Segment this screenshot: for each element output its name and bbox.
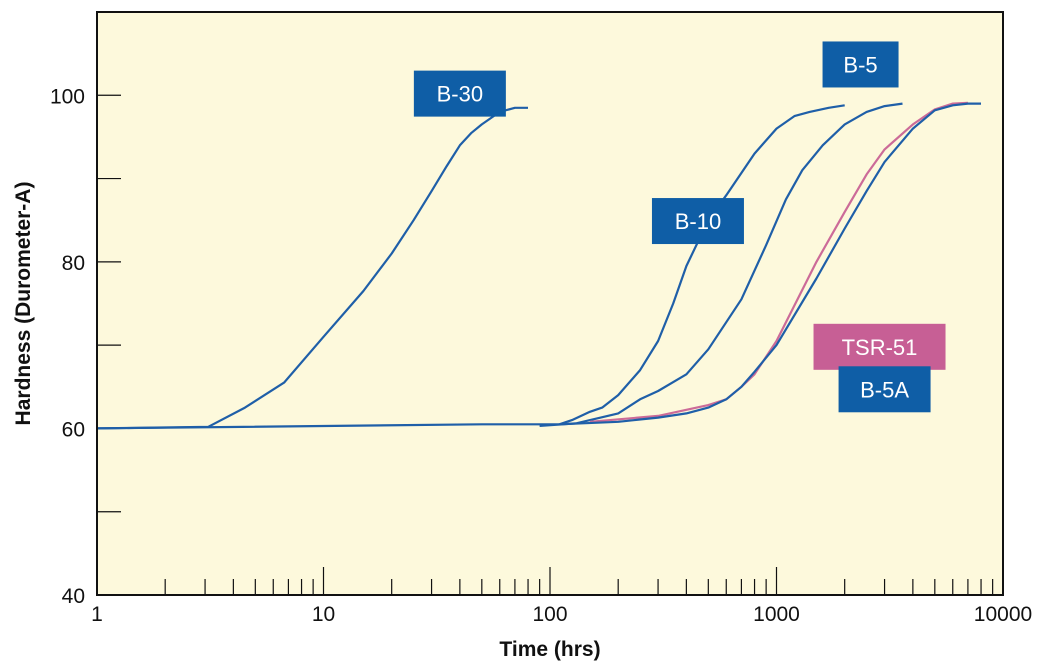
series-label-b-5a: B-5A xyxy=(838,366,931,413)
series-label-text: B-5 xyxy=(843,52,877,77)
series-line-b-10 xyxy=(96,104,845,430)
x-tick-label: 100 xyxy=(532,603,567,626)
series-label-box xyxy=(838,366,931,413)
x-tick-label: 10 xyxy=(312,603,335,626)
series-label-box xyxy=(413,70,506,117)
series-labels: B-30 B-10 B-5 TSR-51 B-5A xyxy=(413,41,946,413)
series-label-b-5: B-5 xyxy=(822,41,899,88)
y-tick-label: 100 xyxy=(50,85,85,108)
y-tick-label: 80 xyxy=(62,252,85,275)
series-label-text: B-5A xyxy=(860,377,909,402)
plot-area-frame xyxy=(96,11,1004,596)
series-label-b-30: B-30 xyxy=(413,70,506,117)
x-tick-label: 1000 xyxy=(753,603,800,626)
series-label-box xyxy=(651,198,744,245)
x-axis-title: Time (hrs) xyxy=(499,638,600,661)
x-tick-label: 1 xyxy=(91,603,103,626)
y-tick-label: 40 xyxy=(62,585,85,608)
tick-labels: 1 10 100 1000 10000 40 60 80 100 xyxy=(50,85,1032,626)
series-label-text: B-10 xyxy=(675,209,721,234)
series-line-tsr-51 xyxy=(589,101,968,423)
series-label-text: B-30 xyxy=(437,82,483,107)
series-label-text: TSR-51 xyxy=(842,335,918,360)
x-tick-label: 10000 xyxy=(974,603,1032,626)
series-label-b-10: B-10 xyxy=(651,198,744,245)
plot-area-background xyxy=(97,12,1003,595)
series-lines xyxy=(96,101,981,430)
series-label-box xyxy=(822,41,899,88)
y-tick-label: 60 xyxy=(62,418,85,441)
minor-ticks xyxy=(97,177,994,595)
y-axis-title: Hardness (Durometer-A) xyxy=(12,182,35,426)
series-line-b-5 xyxy=(539,102,903,427)
series-line-b-5a xyxy=(559,102,981,426)
series-line-b-30 xyxy=(96,106,528,430)
series-label-tsr-51: TSR-51 xyxy=(813,323,946,370)
series-label-box xyxy=(813,323,946,370)
